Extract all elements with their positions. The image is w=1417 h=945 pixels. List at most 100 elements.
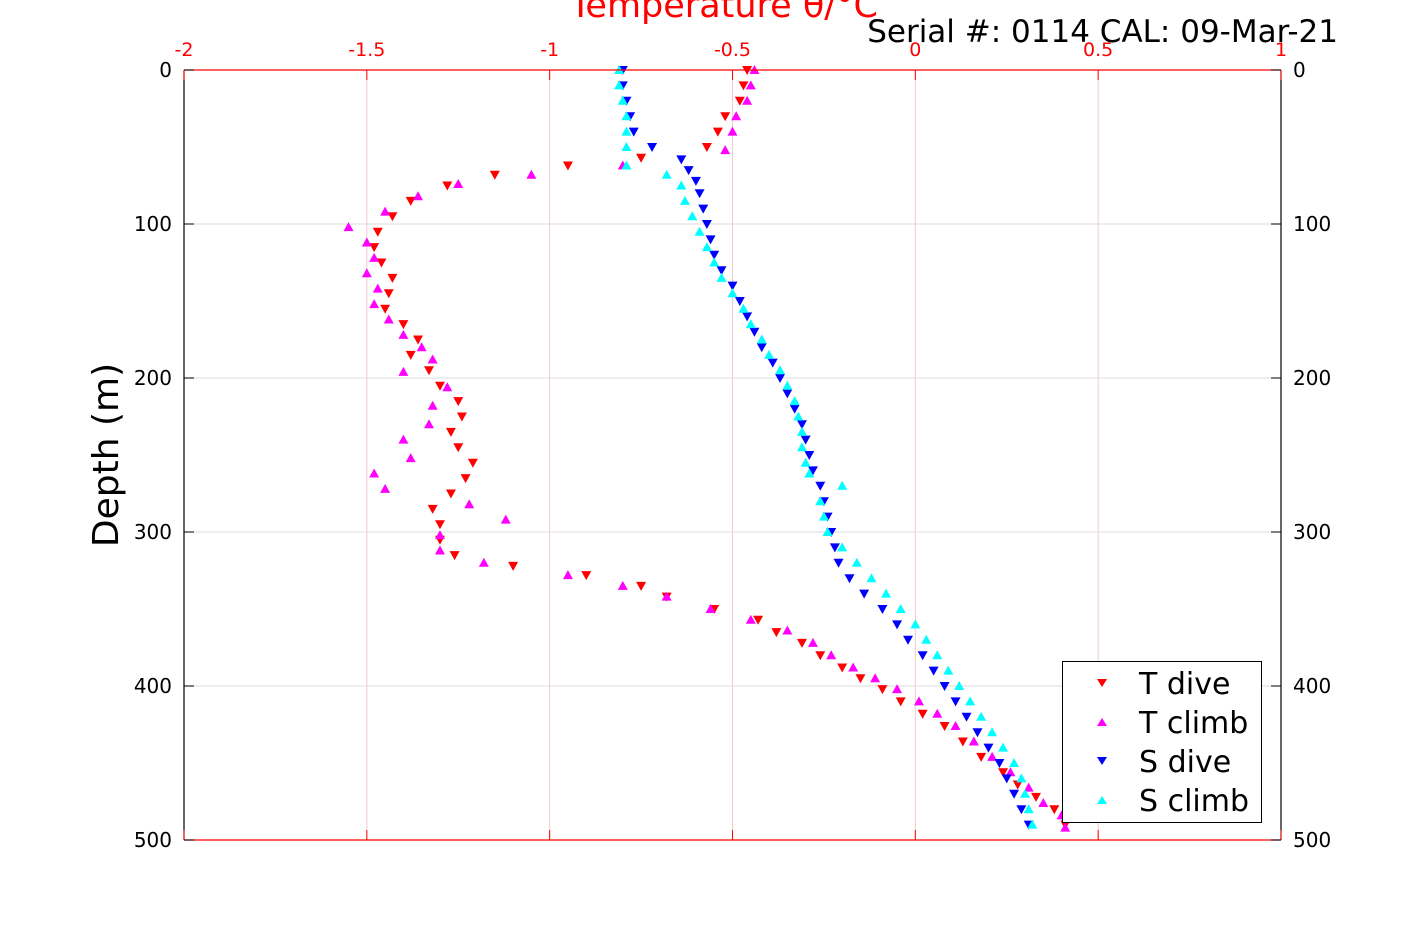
data-point <box>727 288 738 298</box>
data-point <box>954 681 965 690</box>
data-point <box>372 227 383 237</box>
axes <box>183 69 1282 841</box>
data-point <box>818 511 829 521</box>
data-point <box>1060 822 1071 832</box>
serial-calibration-label: Serial #: 0114 CAL: 09-Mar-21 <box>867 14 1338 50</box>
data-point <box>734 297 745 306</box>
data-point <box>734 96 745 106</box>
y-tick-label-right: 300 <box>1293 520 1331 544</box>
data-series <box>343 65 1071 832</box>
data-point <box>903 635 914 645</box>
triangle-up-icon <box>1097 718 1107 726</box>
data-point <box>764 349 775 359</box>
data-point <box>416 342 427 352</box>
data-point <box>913 696 924 706</box>
data-point <box>815 481 826 491</box>
data-point <box>943 665 954 675</box>
y-tick-label-right: 500 <box>1293 828 1331 852</box>
data-point <box>661 591 672 601</box>
y-tick-label-left: 400 <box>134 674 172 698</box>
data-point <box>753 615 764 625</box>
data-point <box>361 237 372 247</box>
data-point <box>720 112 731 122</box>
series-s-dive <box>617 66 1034 830</box>
chart-title: Temperature θ/°C <box>570 0 878 26</box>
data-point <box>837 663 848 673</box>
data-point <box>369 299 380 309</box>
data-point <box>815 651 826 661</box>
data-point <box>833 558 844 568</box>
y-tick-label-right: 100 <box>1293 212 1331 236</box>
data-point <box>614 80 625 90</box>
data-point <box>745 319 756 329</box>
data-point <box>647 143 658 152</box>
data-point <box>851 557 862 567</box>
x-tick-label: 1 <box>1275 39 1287 61</box>
data-point <box>621 111 632 121</box>
data-point <box>500 514 511 524</box>
data-point <box>427 400 438 410</box>
data-point <box>427 354 438 364</box>
data-point <box>738 303 749 313</box>
data-point <box>775 374 786 383</box>
data-point <box>460 474 471 484</box>
data-point <box>877 685 888 695</box>
data-point <box>562 161 573 171</box>
data-point <box>826 650 837 660</box>
data-point <box>968 736 979 746</box>
data-point <box>380 304 391 314</box>
data-point <box>804 468 815 478</box>
legend-label: T climb <box>1139 706 1249 741</box>
data-point <box>442 382 453 392</box>
data-point <box>928 666 939 676</box>
y-tick-label-right: 400 <box>1293 674 1331 698</box>
data-point <box>807 466 818 476</box>
data-point <box>807 637 818 647</box>
data-point <box>581 571 592 581</box>
data-point <box>508 561 519 571</box>
data-point <box>709 257 720 267</box>
y-tick-label-left: 200 <box>134 366 172 390</box>
data-point <box>434 520 445 530</box>
data-point <box>467 458 478 468</box>
data-point <box>369 243 380 253</box>
data-point <box>398 329 409 339</box>
data-point <box>789 404 800 414</box>
data-point <box>716 272 727 282</box>
data-point <box>950 697 961 707</box>
data-point <box>694 189 705 199</box>
data-point <box>698 204 709 214</box>
data-point <box>701 220 712 229</box>
y-axis-label: Depth (m) <box>86 363 127 547</box>
data-point <box>449 551 460 561</box>
data-point <box>398 434 409 444</box>
data-point <box>1005 767 1016 777</box>
triangle-down-icon <box>1097 757 1107 765</box>
data-point <box>687 211 698 221</box>
data-point <box>621 126 632 136</box>
data-point <box>793 411 804 421</box>
data-point <box>745 614 756 624</box>
x-tick-label: 0.5 <box>1083 39 1113 61</box>
data-point <box>423 366 434 376</box>
data-point <box>489 170 500 180</box>
data-point <box>829 543 840 553</box>
data-point <box>965 696 976 706</box>
data-point <box>837 542 848 552</box>
data-point <box>705 604 716 613</box>
data-point <box>998 768 1009 778</box>
data-point <box>994 759 1005 768</box>
data-point <box>881 588 892 598</box>
data-point <box>445 427 456 437</box>
series-t-dive <box>369 66 1071 830</box>
legend-item-t-climb: T climb <box>1063 705 1263 744</box>
data-point <box>731 111 742 121</box>
data-point <box>383 289 394 299</box>
data-point <box>456 412 467 422</box>
data-point <box>950 721 961 731</box>
legend-item-t-dive: T dive <box>1063 666 1263 705</box>
data-point <box>676 180 687 190</box>
legend-item-s-dive: S dive <box>1063 744 1263 783</box>
data-point <box>1009 758 1020 767</box>
data-point <box>796 442 807 452</box>
